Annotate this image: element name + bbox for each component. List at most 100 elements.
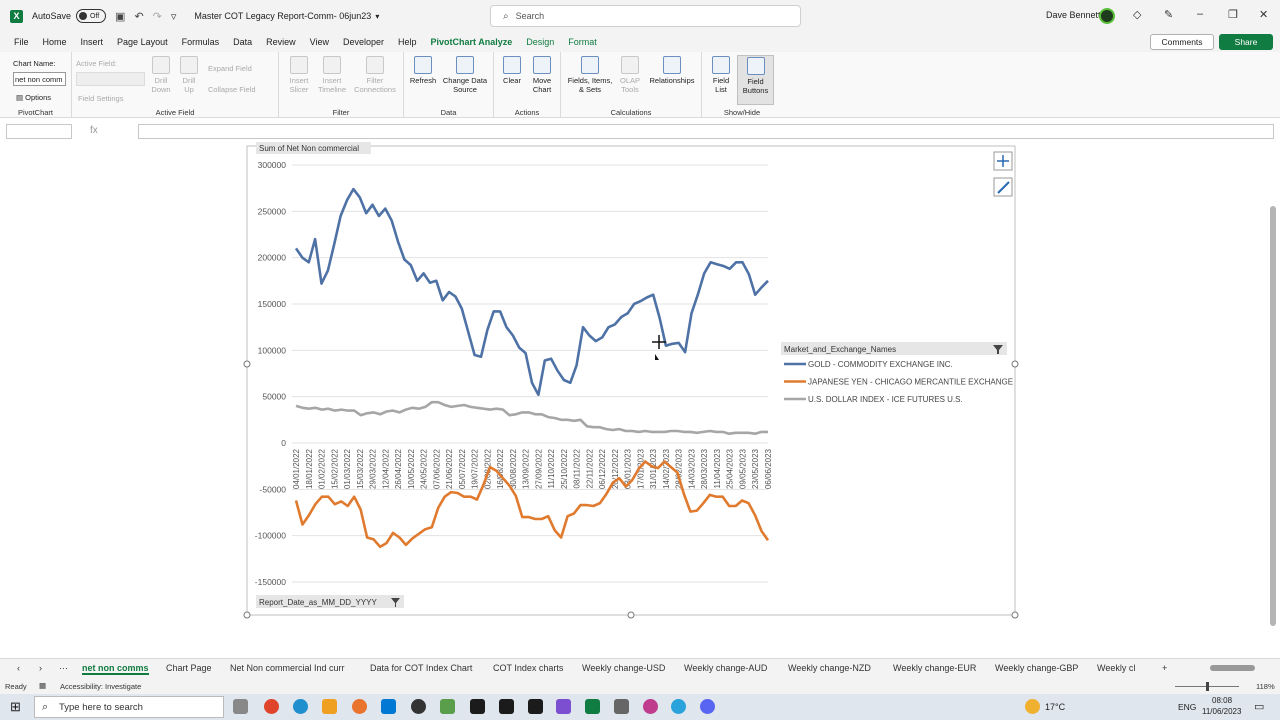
chart-area[interactable] xyxy=(246,145,1016,616)
telegram-icon[interactable] xyxy=(671,699,686,714)
language-indicator[interactable]: ENG xyxy=(1178,702,1197,712)
sheet-tab-4[interactable]: COT Index charts xyxy=(493,663,564,673)
scroll-left-icon[interactable]: ‹ xyxy=(17,663,20,673)
clear-button[interactable]: Clear xyxy=(500,56,524,85)
tab-home[interactable]: Home xyxy=(42,37,67,47)
windows-start-icon[interactable]: ⊞ xyxy=(10,699,21,714)
notifications-icon[interactable]: ▭ xyxy=(1254,701,1265,713)
app-icon[interactable] xyxy=(470,699,485,714)
customize-quick-access-icon[interactable]: ▿ xyxy=(170,10,177,23)
tab-insert[interactable]: Insert xyxy=(80,37,104,47)
sheet-tab-7[interactable]: Weekly change-NZD xyxy=(788,663,871,673)
comments-button[interactable]: Comments xyxy=(1150,34,1214,50)
file-explorer-icon[interactable] xyxy=(322,699,337,714)
name-box[interactable] xyxy=(6,124,72,139)
user-name[interactable]: Dave Bennett xyxy=(1046,10,1101,20)
tab-help[interactable]: Help xyxy=(398,37,417,47)
change-data-source-button[interactable]: Change Data Source xyxy=(440,56,490,94)
tab-file[interactable]: File xyxy=(14,37,29,47)
tab-data[interactable]: Data xyxy=(233,37,253,47)
chrome-icon[interactable] xyxy=(264,699,279,714)
tab-formulas[interactable]: Formulas xyxy=(181,37,220,47)
scroll-right-icon[interactable]: › xyxy=(39,663,42,673)
move-chart-button[interactable]: Move Chart xyxy=(528,56,556,94)
diamond-icon[interactable]: ◇ xyxy=(1133,9,1142,21)
app-icon[interactable] xyxy=(499,699,514,714)
discord-icon[interactable] xyxy=(700,699,715,714)
zoom-level[interactable]: 118% xyxy=(1256,682,1275,691)
active-field-input[interactable] xyxy=(76,72,145,86)
minimize-icon[interactable]: – xyxy=(1197,8,1204,20)
collapse-field-button[interactable]: Collapse Field xyxy=(208,85,256,94)
resize-handle[interactable] xyxy=(243,611,251,619)
avatar[interactable] xyxy=(1099,8,1115,24)
zoom-slider-thumb[interactable] xyxy=(1206,682,1209,691)
resize-handle[interactable] xyxy=(627,611,635,619)
sheet-tab-8[interactable]: Weekly change-EUR xyxy=(893,663,977,673)
value-field-button[interactable] xyxy=(256,142,371,154)
horizontal-scrollbar[interactable] xyxy=(1210,665,1255,671)
tab-review[interactable]: Review xyxy=(266,37,296,47)
fx-label[interactable]: fx xyxy=(90,125,98,136)
sheet-tab-0[interactable]: net non comms xyxy=(82,663,149,675)
sheet-tab-10[interactable]: Weekly cl xyxy=(1097,663,1136,673)
more-sheets-icon[interactable]: ··· xyxy=(59,663,68,673)
share-button[interactable]: Share xyxy=(1219,34,1273,50)
music-icon[interactable] xyxy=(643,699,658,714)
mail-icon[interactable] xyxy=(381,699,396,714)
resize-handle[interactable] xyxy=(1011,611,1019,619)
document-title[interactable]: Master COT Legacy Report-Comm- 06jun23 xyxy=(194,11,372,21)
fields-items-sets-button[interactable]: Fields, Items, & Sets xyxy=(565,56,615,94)
resize-handle[interactable] xyxy=(243,360,251,368)
insert-slicer-button[interactable]: Insert Slicer xyxy=(285,56,313,94)
tab-page-layout[interactable]: Page Layout xyxy=(117,37,168,47)
calculator-icon[interactable] xyxy=(614,699,629,714)
insert-timeline-button[interactable]: Insert Timeline xyxy=(315,56,349,94)
app-icon[interactable] xyxy=(528,699,543,714)
autosave-toggle[interactable]: Off xyxy=(76,9,107,23)
sheet-tab-2[interactable]: Net Non commercial Ind curr xyxy=(230,663,345,673)
clock-time[interactable]: 08:08 xyxy=(1212,696,1233,705)
weather-icon[interactable] xyxy=(1025,699,1040,714)
field-list-button[interactable]: Field List xyxy=(710,56,732,94)
legend-field-button[interactable] xyxy=(781,342,1007,355)
field-buttons-button[interactable]: Field Buttons xyxy=(737,55,774,105)
chart-name-input[interactable]: net non comm xyxy=(13,72,66,86)
sheet-tab-3[interactable]: Data for COT Index Chart xyxy=(370,663,473,673)
excel-taskbar-icon[interactable] xyxy=(585,699,600,714)
field-settings-button[interactable]: Field Settings xyxy=(78,94,124,103)
tab-pivotchart-analyze[interactable]: PivotChart Analyze xyxy=(430,37,513,47)
filter-connections-button[interactable]: Filter Connections xyxy=(351,56,399,94)
tab-format[interactable]: Format xyxy=(568,37,597,47)
taskbar-search[interactable]: ⌕ Type here to search xyxy=(34,696,224,718)
refresh-button[interactable]: Refresh xyxy=(408,56,438,85)
save-icon[interactable]: ▣ xyxy=(115,10,126,23)
firefox-icon[interactable] xyxy=(352,699,367,714)
obs-icon[interactable] xyxy=(411,699,426,714)
drill-down-button[interactable]: Drill Down xyxy=(150,56,172,94)
accessibility-status[interactable]: Accessibility: Investigate xyxy=(60,682,142,691)
sheet-tab-1[interactable]: Chart Page xyxy=(166,663,212,673)
sheet-tab-6[interactable]: Weekly change-AUD xyxy=(684,663,768,673)
drill-up-button[interactable]: Drill Up xyxy=(178,56,200,94)
task-view-icon[interactable] xyxy=(233,699,248,714)
restore-icon[interactable]: ❐ xyxy=(1228,9,1238,21)
sheet-tab-5[interactable]: Weekly change-USD xyxy=(582,663,666,673)
vertical-scrollbar[interactable] xyxy=(1268,146,1278,656)
edge-icon[interactable] xyxy=(293,699,308,714)
clock-date[interactable]: 11/06/2023 xyxy=(1202,707,1242,716)
app-icon[interactable] xyxy=(556,699,571,714)
resize-handle[interactable] xyxy=(1011,360,1019,368)
redo-icon[interactable]: ↷ xyxy=(152,10,162,23)
relationships-button[interactable]: Relationships xyxy=(645,56,699,85)
macro-record-icon[interactable]: ▦ xyxy=(39,681,47,690)
notepad-icon[interactable] xyxy=(440,699,455,714)
olap-tools-button[interactable]: OLAP Tools xyxy=(617,56,643,94)
axis-field-button[interactable] xyxy=(256,595,404,608)
tab-design[interactable]: Design xyxy=(526,37,555,47)
sheet-tab-9[interactable]: Weekly change-GBP xyxy=(995,663,1079,673)
undo-icon[interactable]: ↶ xyxy=(134,10,144,23)
add-sheet-icon[interactable]: + xyxy=(1162,663,1168,673)
pen-icon[interactable]: ✎ xyxy=(1164,9,1174,21)
